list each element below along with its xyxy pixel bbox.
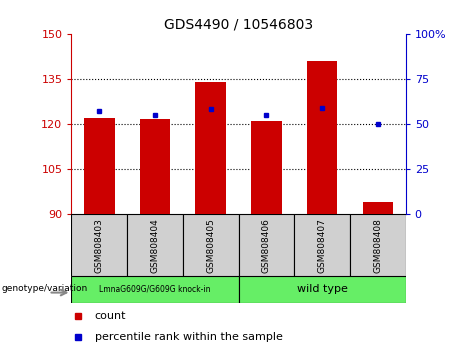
Bar bbox=[140, 119, 170, 214]
Bar bbox=[251, 121, 282, 214]
Bar bbox=[238, 276, 406, 303]
Bar bbox=[127, 214, 183, 276]
Text: wild type: wild type bbox=[297, 284, 348, 295]
Text: GSM808407: GSM808407 bbox=[318, 218, 327, 273]
Text: GSM808406: GSM808406 bbox=[262, 218, 271, 273]
Text: percentile rank within the sample: percentile rank within the sample bbox=[95, 332, 283, 342]
Bar bbox=[84, 118, 115, 214]
Bar bbox=[350, 214, 406, 276]
Text: GSM808404: GSM808404 bbox=[150, 218, 160, 273]
Bar bbox=[71, 214, 127, 276]
Text: GSM808408: GSM808408 bbox=[373, 218, 382, 273]
Text: LmnaG609G/G609G knock-in: LmnaG609G/G609G knock-in bbox=[99, 285, 211, 294]
Bar bbox=[307, 61, 337, 214]
Bar bbox=[294, 214, 350, 276]
Text: count: count bbox=[95, 311, 126, 321]
Bar bbox=[195, 82, 226, 214]
Bar bbox=[71, 276, 239, 303]
Bar bbox=[238, 214, 294, 276]
Text: GSM808405: GSM808405 bbox=[206, 218, 215, 273]
Text: GSM808403: GSM808403 bbox=[95, 218, 104, 273]
Bar bbox=[183, 214, 238, 276]
Bar bbox=[362, 202, 393, 214]
Title: GDS4490 / 10546803: GDS4490 / 10546803 bbox=[164, 17, 313, 31]
Text: genotype/variation: genotype/variation bbox=[1, 284, 88, 292]
